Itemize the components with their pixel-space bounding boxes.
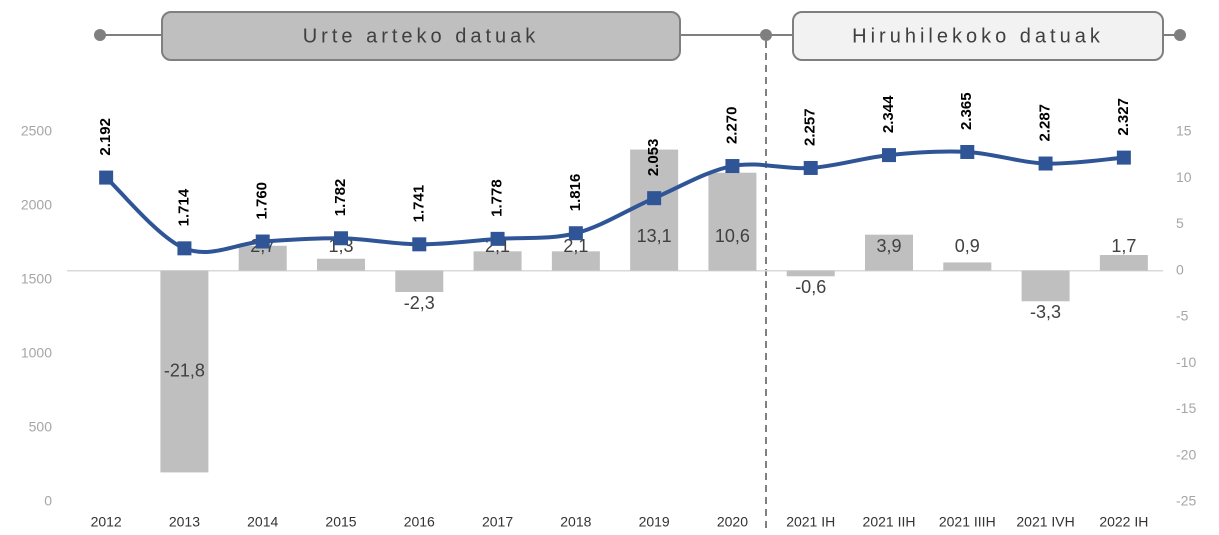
marker: [1038, 156, 1053, 171]
y2-tick-label: -5: [1176, 308, 1189, 324]
y2-tick-label: -10: [1176, 354, 1196, 370]
bar: [786, 270, 835, 277]
marker: [882, 148, 896, 163]
bar: [708, 172, 757, 271]
y-tick-label: 2500: [21, 123, 52, 139]
y-tick-label: 1500: [21, 271, 52, 287]
bar: [1021, 270, 1070, 302]
line-label: 1.741: [410, 185, 427, 223]
bar: [943, 262, 992, 271]
line-label: 1.778: [489, 179, 506, 217]
x-tick-label: 2012: [91, 514, 122, 530]
x-tick-label: 2015: [325, 514, 356, 530]
marker: [490, 231, 505, 246]
marker: [960, 144, 975, 159]
banner-dot: [1174, 29, 1186, 41]
section-label: Urte arteko datuak: [303, 25, 540, 47]
x-tick-label: 2014: [247, 514, 278, 530]
bar: [865, 234, 913, 271]
bar-label: 1,7: [1111, 236, 1136, 256]
marker: [647, 191, 662, 206]
marker: [1116, 150, 1131, 165]
bar: [473, 251, 522, 271]
marker: [99, 170, 114, 185]
y2-tick-label: -25: [1176, 493, 1196, 509]
line-label: 2.192: [97, 118, 114, 156]
bar: [160, 270, 209, 473]
x-tick-label: 2016: [404, 514, 435, 530]
section-box: [792, 11, 1164, 61]
banner-dot: [94, 29, 106, 41]
y2-tick-label: 0: [1176, 261, 1184, 277]
x-tick-label: 2021 IVH: [1016, 514, 1074, 530]
bar-label: -21,8: [164, 360, 205, 380]
line-label: 2.287: [1037, 104, 1054, 142]
bar: [238, 245, 287, 271]
y2-tick-label: 5: [1176, 215, 1184, 231]
y-tick-label: 0: [44, 493, 52, 509]
y2-tick-label: -20: [1176, 446, 1196, 462]
line-label: 1.816: [567, 174, 584, 212]
bar: [1099, 255, 1148, 271]
x-tick-label: 2019: [639, 514, 670, 530]
y2-tick-label: 15: [1176, 123, 1192, 139]
line-label: 1.782: [332, 179, 349, 217]
section-label: Hiruhilekoko datuak: [852, 25, 1104, 47]
y2-tick-label: -15: [1176, 400, 1196, 416]
bar-label: 13,1: [637, 226, 672, 246]
x-tick-label: 2021 IIH: [863, 514, 916, 530]
marker: [334, 231, 348, 246]
line-label: 1.760: [254, 182, 271, 220]
y2-tick-label: 10: [1176, 169, 1192, 185]
banner-dot: [760, 29, 772, 41]
marker: [803, 160, 818, 175]
bar: [551, 251, 600, 271]
line-label: 2.327: [1115, 98, 1132, 136]
bar-label: 3,9: [876, 236, 901, 256]
x-tick-label: 2013: [169, 514, 200, 530]
bar-label: 10,6: [715, 226, 750, 246]
bar-label: -3,3: [1030, 302, 1061, 322]
bar-label: -2,3: [404, 293, 435, 313]
marker: [412, 237, 427, 252]
bar: [395, 270, 444, 293]
x-tick-label: 2021 IH: [786, 514, 835, 530]
line-label: 2.053: [645, 139, 662, 177]
bar-label: 2,1: [563, 236, 588, 256]
line-label: 1.714: [175, 188, 192, 226]
x-tick-label: 2020: [717, 514, 748, 530]
marker: [177, 241, 192, 256]
bar-label: -0,6: [795, 277, 826, 297]
bar-label: 0,9: [955, 236, 980, 256]
x-tick-label: 2021 IIIH: [939, 514, 996, 530]
x-tick-label: 2017: [482, 514, 513, 530]
x-tick-label: 2018: [560, 514, 591, 530]
line-label: 2.257: [802, 108, 819, 146]
y-tick-label: 2000: [21, 197, 52, 213]
section-box: [161, 11, 681, 61]
bar: [630, 149, 679, 271]
line-label: 2.270: [723, 106, 740, 144]
y-tick-label: 1000: [21, 345, 52, 361]
marker: [255, 234, 270, 249]
marker: [568, 226, 583, 241]
x-tick-label: 2022 IH: [1099, 514, 1148, 530]
line-label: 2.365: [958, 92, 975, 130]
bar: [317, 258, 365, 271]
y-tick-label: 500: [29, 419, 53, 435]
marker: [725, 159, 740, 174]
line-label: 2.344: [880, 95, 897, 133]
